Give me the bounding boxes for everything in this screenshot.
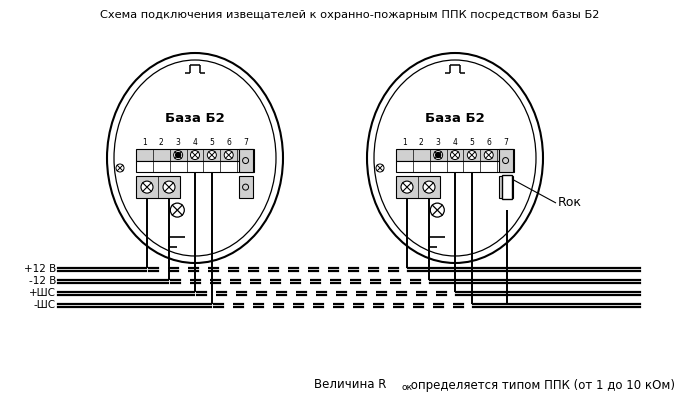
Text: 5: 5 [470, 138, 475, 147]
Circle shape [430, 203, 444, 217]
Bar [396, 149, 514, 161]
Bar [136, 149, 254, 161]
Circle shape [435, 152, 440, 158]
Text: 7: 7 [503, 138, 508, 147]
Circle shape [116, 164, 124, 172]
Text: 3: 3 [435, 138, 440, 147]
Circle shape [433, 150, 442, 160]
Text: 4: 4 [193, 138, 197, 147]
Circle shape [468, 150, 477, 160]
Ellipse shape [367, 53, 543, 263]
Text: 3: 3 [176, 138, 181, 147]
Bar [502, 175, 512, 199]
Circle shape [190, 150, 199, 160]
Ellipse shape [374, 60, 536, 256]
Text: 2: 2 [159, 138, 164, 147]
Text: Схема подключения извещателей к охранно-пожарным ППК посредством базы Б2: Схема подключения извещателей к охранно-… [100, 10, 600, 20]
Text: 4: 4 [453, 138, 457, 147]
Bar [136, 161, 254, 172]
Circle shape [207, 150, 216, 160]
Text: +12 В: +12 В [24, 265, 56, 275]
Text: +ШС: +ШС [29, 289, 56, 298]
Circle shape [224, 150, 233, 160]
Bar [239, 149, 253, 172]
Text: 6: 6 [226, 138, 231, 147]
Text: 1: 1 [142, 138, 147, 147]
Circle shape [163, 181, 175, 193]
Circle shape [484, 150, 494, 160]
Bar [396, 161, 514, 172]
Text: 1: 1 [402, 138, 407, 147]
Circle shape [176, 152, 181, 158]
Text: -ШС: -ШС [34, 300, 56, 310]
Bar [396, 176, 440, 198]
Text: Rок: Rок [558, 197, 582, 209]
Text: -12 В: -12 В [29, 277, 56, 287]
Bar [136, 176, 180, 198]
Circle shape [170, 203, 184, 217]
Ellipse shape [107, 53, 283, 263]
Text: 2: 2 [419, 138, 423, 147]
Text: определяется типом ППК (от 1 до 10 кОм): определяется типом ППК (от 1 до 10 кОм) [407, 378, 675, 392]
Circle shape [423, 181, 435, 193]
Circle shape [174, 150, 183, 160]
Text: ок: ок [402, 384, 413, 392]
Text: 5: 5 [209, 138, 214, 147]
Text: База Б2: База Б2 [425, 111, 485, 125]
Text: 7: 7 [243, 138, 248, 147]
Text: 6: 6 [486, 138, 491, 147]
Circle shape [451, 150, 459, 160]
Text: Величина R: Величина R [314, 378, 386, 392]
Bar [498, 149, 512, 172]
Circle shape [376, 164, 384, 172]
Bar [498, 176, 512, 198]
Text: База Б2: База Б2 [165, 111, 225, 125]
Circle shape [141, 181, 153, 193]
Ellipse shape [114, 60, 276, 256]
Circle shape [401, 181, 413, 193]
Bar [239, 176, 253, 198]
